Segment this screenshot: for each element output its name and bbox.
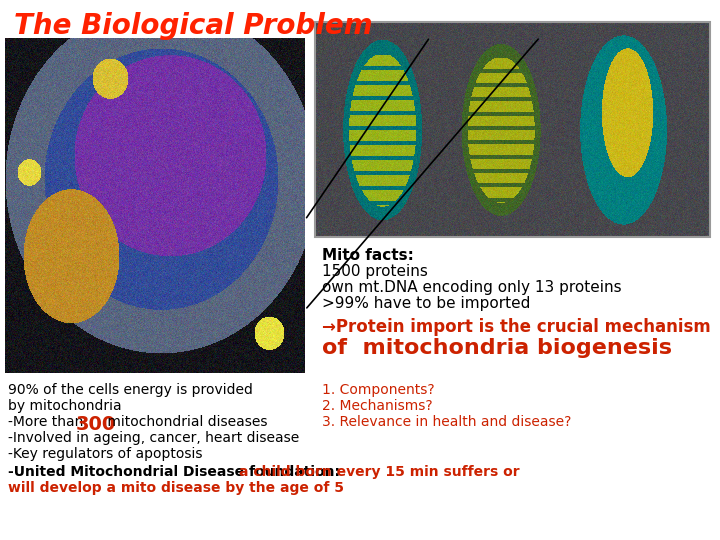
Text: 1. Components?: 1. Components? bbox=[322, 383, 435, 397]
Text: 1500 proteins: 1500 proteins bbox=[322, 264, 428, 279]
Text: -Involved in ageing, cancer, heart disease: -Involved in ageing, cancer, heart disea… bbox=[8, 431, 300, 445]
Text: will develop a mito disease by the age of 5: will develop a mito disease by the age o… bbox=[8, 481, 344, 495]
Text: a child born every 15 min suffers or: a child born every 15 min suffers or bbox=[239, 465, 520, 479]
Text: 300: 300 bbox=[76, 415, 116, 434]
Text: mitochondrial diseases: mitochondrial diseases bbox=[103, 415, 268, 429]
Text: own mt.DNA encoding only 13 proteins: own mt.DNA encoding only 13 proteins bbox=[322, 280, 621, 295]
Text: →Protein import is the crucial mechanism: →Protein import is the crucial mechanism bbox=[322, 318, 711, 336]
Text: -More than: -More than bbox=[8, 415, 88, 429]
Text: by mitochondria: by mitochondria bbox=[8, 399, 122, 413]
Text: -Key regulators of apoptosis: -Key regulators of apoptosis bbox=[8, 447, 202, 461]
Text: -United Mitochondrial Disease foundation:: -United Mitochondrial Disease foundation… bbox=[8, 465, 345, 479]
Text: 90% of the cells energy is provided: 90% of the cells energy is provided bbox=[8, 383, 253, 397]
Bar bbox=[315, 22, 710, 237]
Text: 2. Mechanisms?: 2. Mechanisms? bbox=[322, 399, 433, 413]
Text: The Biological Problem: The Biological Problem bbox=[14, 12, 373, 40]
Text: of  mitochondria biogenesis: of mitochondria biogenesis bbox=[322, 338, 672, 358]
Text: >99% have to be imported: >99% have to be imported bbox=[322, 296, 531, 311]
Text: 3. Relevance in health and disease?: 3. Relevance in health and disease? bbox=[322, 415, 572, 429]
Text: Mito facts:: Mito facts: bbox=[322, 248, 414, 263]
